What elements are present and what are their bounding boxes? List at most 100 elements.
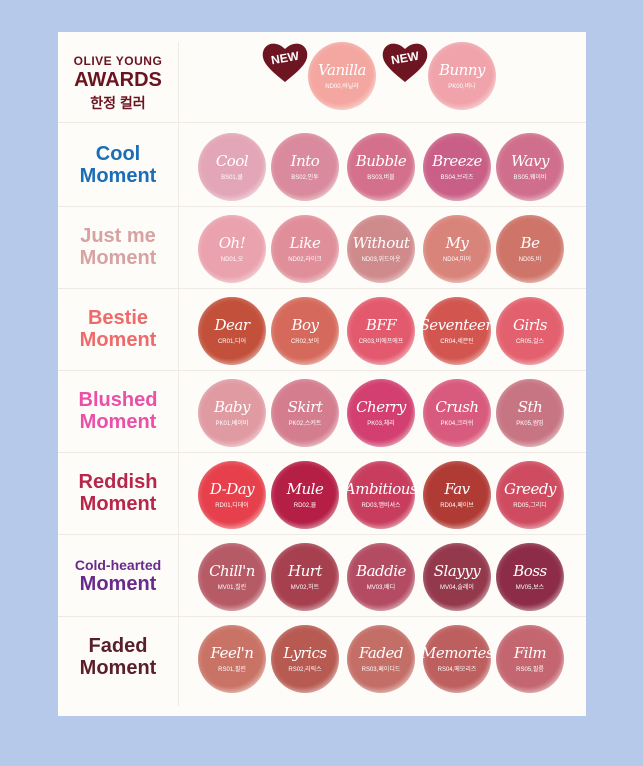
column-divider bbox=[178, 42, 179, 706]
swatch-name: Chill'n bbox=[209, 561, 255, 580]
moment-label: Just me Moment bbox=[58, 226, 178, 268]
swatch-bff[interactable]: BFF CR03,비에프에프 bbox=[347, 297, 415, 365]
swatch-name: Seventeen bbox=[419, 315, 495, 334]
swatch-code: RD05,그리디 bbox=[513, 502, 547, 509]
swatch-breeze[interactable]: Breeze BS04,브리즈 bbox=[423, 133, 491, 201]
swatch-code: ND00,바닐라 bbox=[325, 83, 359, 90]
swatch-be[interactable]: Be ND05,비 bbox=[496, 215, 564, 283]
swatch-fav[interactable]: Fav RD04,페이브 bbox=[423, 461, 491, 529]
swatch-cool[interactable]: Cool BS01,쿨 bbox=[198, 133, 266, 201]
swatch-name: Like bbox=[289, 233, 321, 252]
swatch-name: Baby bbox=[213, 397, 251, 416]
row-divider bbox=[58, 122, 586, 123]
swatch-name: Ambitious bbox=[344, 479, 418, 498]
swatch-slayyy[interactable]: Slayyy MV04,슬레이 bbox=[423, 543, 491, 611]
swatch-code: RS05,필름 bbox=[516, 666, 544, 673]
swatch-dear[interactable]: Dear CR01,디어 bbox=[198, 297, 266, 365]
swatch-code: ND05,비 bbox=[518, 256, 542, 263]
swatch-hurt[interactable]: Hurt MV02,허트 bbox=[271, 543, 339, 611]
heart-icon bbox=[262, 43, 308, 82]
swatch-ambitious[interactable]: Ambitious RD03,앰비셔스 bbox=[344, 461, 418, 529]
swatch-name: Bubble bbox=[355, 151, 407, 170]
swatch-d-day[interactable]: D-Day RD01,디데이 bbox=[198, 461, 266, 529]
swatch-boss[interactable]: Boss MV05,보스 bbox=[496, 543, 564, 611]
swatch-name: Greedy bbox=[504, 479, 556, 498]
moment-label-line2: Moment bbox=[79, 329, 157, 351]
moment-label: Cool Moment bbox=[58, 144, 178, 186]
swatch-film[interactable]: Film RS05,필름 bbox=[496, 625, 564, 693]
moment-label: Reddish Moment bbox=[58, 472, 178, 514]
swatch-name: Fav bbox=[444, 479, 470, 498]
swatch-name: Faded bbox=[359, 643, 403, 662]
swatch-code: BS01,쿨 bbox=[221, 174, 243, 181]
swatch-vanilla[interactable]: Vanilla ND00,바닐라 bbox=[308, 42, 376, 110]
swatch-mule[interactable]: Mule RD02,뮬 bbox=[271, 461, 339, 529]
swatch-without[interactable]: Without ND03,위드아웃 bbox=[347, 215, 415, 283]
swatch-code: BS05,웨이비 bbox=[513, 174, 547, 181]
swatch-skirt[interactable]: Skirt PK02,스커트 bbox=[271, 379, 339, 447]
row-divider bbox=[58, 616, 586, 617]
swatch-code: PK00,버니 bbox=[448, 83, 476, 90]
swatch-name: Wavy bbox=[510, 151, 550, 170]
swatch-code: BS03,버블 bbox=[367, 174, 395, 181]
swatch-code: RS03,페이디드 bbox=[361, 666, 401, 673]
swatch-code: ND01,오 bbox=[220, 256, 244, 263]
moment-label: Faded Moment bbox=[58, 636, 178, 678]
swatch-name: Film bbox=[513, 643, 547, 662]
moment-label-line2: Moment bbox=[79, 493, 157, 515]
swatch-name: Be bbox=[520, 233, 540, 252]
swatch-name: Mule bbox=[286, 479, 324, 498]
swatch-feel-n[interactable]: Feel'n RS01,필린 bbox=[198, 625, 266, 693]
swatch-my[interactable]: My ND04,마이 bbox=[423, 215, 491, 283]
swatch-chill-n[interactable]: Chill'n MV01,칠린 bbox=[198, 543, 266, 611]
swatch-baby[interactable]: Baby PK01,베이비 bbox=[198, 379, 266, 447]
swatch-lyrics[interactable]: Lyrics RS02,리릭스 bbox=[271, 625, 339, 693]
row-divider bbox=[58, 370, 586, 371]
swatch-name: Cherry bbox=[356, 397, 406, 416]
swatch-code: RD02,뮬 bbox=[293, 502, 317, 509]
swatch-name: Hurt bbox=[288, 561, 322, 580]
row-divider bbox=[58, 206, 586, 207]
swatch-code: MV01,칠린 bbox=[217, 584, 247, 591]
swatch-name: Lyrics bbox=[283, 643, 327, 662]
swatch-bunny[interactable]: Bunny PK00,버니 bbox=[428, 42, 496, 110]
swatch-name: Slayyy bbox=[433, 561, 481, 580]
moment-label-line2: Moment bbox=[79, 165, 157, 187]
swatch-faded[interactable]: Faded RS03,페이디드 bbox=[347, 625, 415, 693]
swatch-name: Boss bbox=[513, 561, 547, 580]
swatch-code: CR05,걸스 bbox=[515, 338, 545, 345]
swatch-like[interactable]: Like ND02,라이크 bbox=[271, 215, 339, 283]
swatch-name: Dear bbox=[214, 315, 250, 334]
moment-label-line2: Moment bbox=[79, 411, 157, 433]
swatch-name: Memories bbox=[420, 643, 494, 662]
heart-icon bbox=[382, 43, 428, 82]
swatch-cherry[interactable]: Cherry PK03,체리 bbox=[347, 379, 415, 447]
moment-label: Bestie Moment bbox=[58, 308, 178, 350]
swatch-code: MV04,슬레이 bbox=[440, 584, 474, 591]
swatch-sth[interactable]: Sth PK05,썸띵 bbox=[496, 379, 564, 447]
moment-label: Blushed Moment bbox=[58, 390, 178, 432]
swatch-code: PK05,썸띵 bbox=[516, 420, 544, 427]
swatch-bubble[interactable]: Bubble BS03,버블 bbox=[347, 133, 415, 201]
moment-label-line1: Bestie bbox=[87, 307, 149, 329]
swatch-name: Sth bbox=[517, 397, 543, 416]
swatch-wavy[interactable]: Wavy BS05,웨이비 bbox=[496, 133, 564, 201]
swatch-name: Breeze bbox=[432, 151, 482, 170]
swatch-name: Into bbox=[290, 151, 320, 170]
swatch-name: BFF bbox=[365, 315, 397, 334]
swatch-crush[interactable]: Crush PK04,크러쉬 bbox=[423, 379, 491, 447]
swatch-greedy[interactable]: Greedy RD05,그리디 bbox=[496, 461, 564, 529]
swatch-name: Oh! bbox=[218, 233, 246, 252]
swatch-boy[interactable]: Boy CR02,보이 bbox=[271, 297, 339, 365]
swatch-into[interactable]: Into BS02,인투 bbox=[271, 133, 339, 201]
swatch-name: My bbox=[445, 233, 469, 252]
swatch-code: RS01,필린 bbox=[218, 666, 246, 673]
swatch-oh-[interactable]: Oh! ND01,오 bbox=[198, 215, 266, 283]
swatch-memories[interactable]: Memories RS04,메모리즈 bbox=[420, 625, 494, 693]
swatch-name: Without bbox=[352, 233, 410, 252]
swatch-code: RD01,디데이 bbox=[215, 502, 249, 509]
swatch-code: CR01,디어 bbox=[217, 338, 247, 345]
swatch-girls[interactable]: Girls CR05,걸스 bbox=[496, 297, 564, 365]
swatch-seventeen[interactable]: Seventeen CR04,세븐틴 bbox=[419, 297, 495, 365]
swatch-baddie[interactable]: Baddie MV03,배디 bbox=[347, 543, 415, 611]
